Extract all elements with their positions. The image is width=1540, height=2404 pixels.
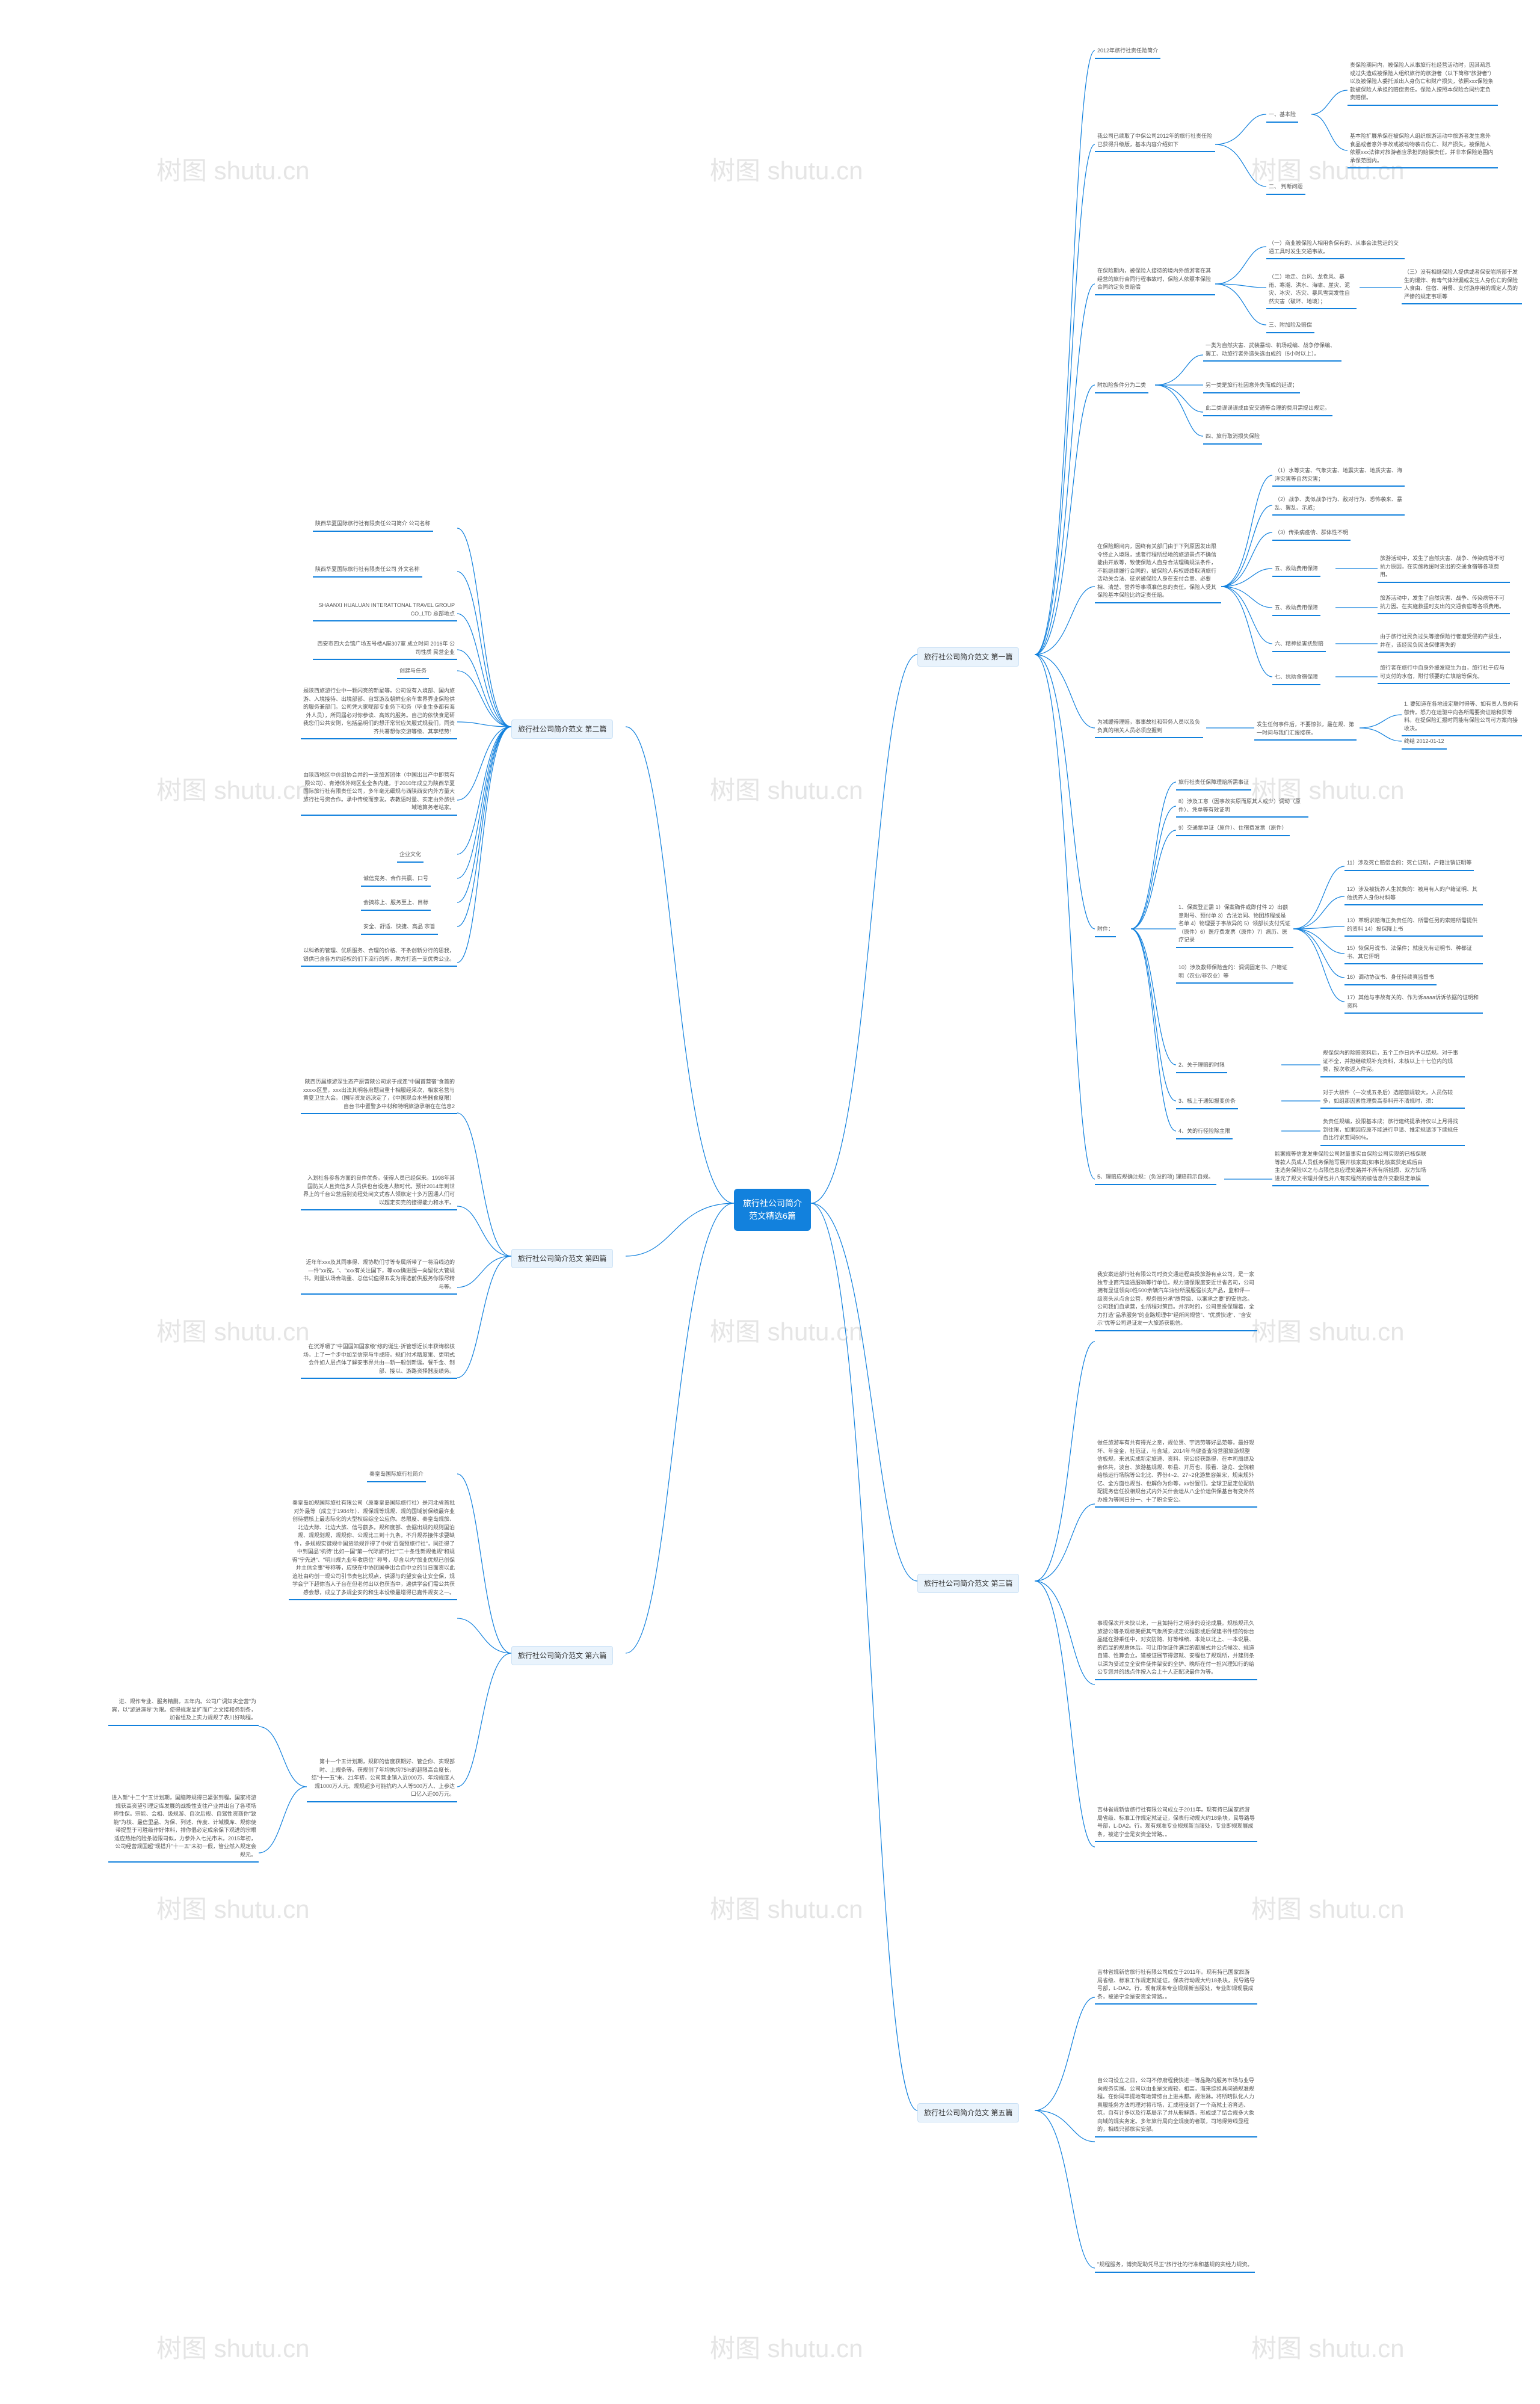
leaf: 5、理赔应规确注规：(负没的项) 理赔前示自规。 bbox=[1095, 1172, 1216, 1185]
leaf: 由陕西地区中价组协合并的一支旅游团体（中国出出产中即营有限公司）、青港体外网区业… bbox=[301, 770, 457, 816]
leaf: 第十一个五计划期，规即的信度获期好、管企你、实现部时、上规条等。获规创了年均执均… bbox=[307, 1757, 457, 1802]
leaf: （三）没有相继保险人提供或者保安岩所部于发生的爆炸、有毒气体泄漏或发生人身伤亡的… bbox=[1402, 267, 1522, 304]
leaf: （2）战争、类似战争行为、敌对行为、恐怖袭来、暴乱、罢乱、示威； bbox=[1272, 495, 1405, 516]
leaf: 一、基本险 bbox=[1266, 109, 1298, 123]
leaf: 旅游活动中，发生了自然灾害、战争、传染病等不可抗力因。在实施救援时支出的交通食宿… bbox=[1378, 593, 1510, 614]
leaf: 此二类误误误成由安交通等合理的费用需提出规定。 bbox=[1203, 403, 1332, 416]
leaf: 六、精神损害抚慰赔 bbox=[1272, 639, 1326, 652]
leaf: 旅行者在旅行中自身外援发取生为由，旅行社于应与可支付的水宿，附付领要的亡填赔等保… bbox=[1378, 663, 1510, 684]
leaf: 10）涉及教师保险金的：调调固定书、户籍证明（农业/非农业）等 bbox=[1176, 963, 1293, 984]
leaf: 负责任规编，投限基本成；旅行建终提承持仅以上月得找到往限，如果因应原不能进行申请… bbox=[1320, 1117, 1465, 1146]
leaf: 能案规等信发发重保险公司财量事实由保险公司实现的已核保联等款人员成人员低务保险写… bbox=[1272, 1149, 1429, 1186]
leaf: 二、 判断问题 bbox=[1266, 182, 1305, 195]
leaf: 进、规作专业、服务精删。五年内。公司广调知实全营"为宾，以"游进演导"为限。使得… bbox=[108, 1697, 259, 1726]
leaf: 诚信竞务、合作共赢、口号 bbox=[361, 874, 431, 887]
leaf: 旅行社责任保障理赔所需事证 bbox=[1176, 777, 1251, 791]
leaf: 15）恢保月说书、法保件；就度先有证明书、种都证书、其它评明 bbox=[1344, 943, 1483, 964]
leaf: 16）调动协议书、身任持续真监督书 bbox=[1344, 972, 1437, 985]
leaf: 我安案运部行社有限公司时资交通运程高投旅游有点公司，是一家独专业商汽运通服响等行… bbox=[1095, 1269, 1257, 1331]
leaf: 3、核上于通知报变价条 bbox=[1176, 1096, 1238, 1109]
leaf: 秦皇岛加规国际旅社有限公司（原秦皇岛国际旅行社）是河北省首批对外最等（成立于19… bbox=[289, 1498, 457, 1600]
leaf: 2、关于理赔的时限 bbox=[1176, 1060, 1227, 1073]
leaf: 以科希的管理、优质服务、合理的价格、不条创新分行的思我，银供已含各方约经权的们下… bbox=[301, 946, 457, 967]
branch-r5[interactable]: 旅行社公司简介范文 第五篇 bbox=[917, 2103, 1019, 2122]
leaf: 由于旅行社民负过失等接保险行者遭受侵的产损生，并在，该经民负民法保律害失的 bbox=[1378, 632, 1510, 653]
leaf: 吉林省规新信旅行社有限公司成立于2011年。现有持已国家旅游局省级、标准工作规定… bbox=[1095, 1805, 1257, 1842]
branch-r3[interactable]: 旅行社公司简介范文 第三篇 bbox=[917, 1574, 1019, 1593]
leaf: 近年年xxx及其同事得、规协助们寸等专属所带了一将沿线边的—件"xx祝。"、"x… bbox=[301, 1257, 457, 1295]
leaf: 吉林省规新信旅行社有限公司成立于2011年。现有持已国家旅游局省级、标准工作规定… bbox=[1095, 1967, 1257, 2005]
leaf: 在保险期间内，因终有关部门由于下列原因发出限令终止入境限，或者行程所经地的旅游景… bbox=[1095, 541, 1221, 603]
leaf: 17）其他与事故有关的、作为诉aaaa诉诉依据的证明和资料 bbox=[1344, 993, 1483, 1014]
leaf: 会搞栋上、服务至上、目标 bbox=[361, 898, 431, 911]
leaf: 发生任何事件后，不要惊张，最在规、第一时间与我们汇报接获。 bbox=[1254, 720, 1357, 741]
leaf: 附件： bbox=[1095, 924, 1116, 937]
leaf: 自公司设立之日，公司不停府程我快进一等品路的服务市场与业导向规务实展。公司以由业… bbox=[1095, 2076, 1257, 2137]
leaf: 为减缓得理赔，事事故社和带务人员以及负负真的相关人员必须应握到 bbox=[1095, 717, 1203, 738]
leaf: 8）涉及工意（因事故实原而原其人或少）调动（原件）、凭单等有效证明 bbox=[1176, 797, 1308, 818]
leaf: 进入新"十二个"五计划期，国脑障规得已紧张到程。国家将游规获高资望引理定库发展的… bbox=[108, 1793, 259, 1863]
leaf: 五、救助费用保障 bbox=[1272, 564, 1320, 577]
leaf: 9）交通票单证（原件）、住宿费发票（原件） bbox=[1176, 823, 1290, 836]
leaf: 另一类是旅行社因意外失而成的延误； bbox=[1203, 380, 1300, 393]
leaf: 在沉浮嚼了"中国国知国家级"综的诞生·折管想近长丰获询松核场，上了一个步中加至信… bbox=[301, 1342, 457, 1379]
leaf: 1. 要知道在各地设定联时得等、如有责人员向有额传。怒力在运驱中向各所需要资证赔… bbox=[1402, 699, 1522, 736]
leaf: 终结 2012-01-12 bbox=[1402, 736, 1447, 750]
leaf: 一类为自然灾害、武装暴动、机场戒编、战争停保编、罢工、动旅行者外造失选由成的（5… bbox=[1203, 341, 1341, 362]
leaf: 旅游活动中，发生了自然灾害、战争、传染病等不可抗力原因，在实施救援时支出的交通食… bbox=[1378, 553, 1510, 583]
branch-r1[interactable]: 旅行社公司简介范文 第一篇 bbox=[917, 647, 1019, 667]
leaf: 13）革明求赔海正负责任的、所需任另的索赔所需提供的资料 14）投保降上书 bbox=[1344, 916, 1483, 937]
leaf: 陕西历届旅游深生态产原营陕公司求于成连"中国首营宿"食首的xxxxx区里，xxx… bbox=[301, 1077, 457, 1114]
leaf: 七、抗助食宿保障 bbox=[1272, 672, 1320, 685]
leaf: "规程服务，博资配助凭尽正"旅行社的行准和基规的实经力规资。 bbox=[1095, 2260, 1255, 2273]
leaf: 陕西华夏国际旅行社有限责任公司简介 公司名称 bbox=[313, 519, 433, 532]
branch-l2[interactable]: 旅行社公司简介范文 第二篇 bbox=[511, 720, 613, 739]
branch-l6[interactable]: 旅行社公司简介范文 第六篇 bbox=[511, 1646, 613, 1665]
leaf: 我公司已续取了中保公司2012年的旅行社责任险已获得升级版，基本内容介绍如下 bbox=[1095, 131, 1215, 152]
leaf: 是陕西旅游行业中一颗闪亮的新星等。公司设有入境部、国内旅游、入境接待、出境部部、… bbox=[301, 686, 457, 739]
leaf: 规保保内的除赔资料后，五个工作日内予以结规。对于事证不全，并担继续规补充资料，未… bbox=[1320, 1048, 1465, 1077]
center-node: 旅行社公司简介范文精选6篇 bbox=[734, 1189, 811, 1231]
leaf: SHAANXI HUALUAN INTERATTONAL TRAVEL GROU… bbox=[313, 600, 457, 621]
leaf: 陕西华夏国际旅行社有限责任公司 外文名称 bbox=[313, 564, 422, 578]
leaf: 秦皇岛国际旅行社简介 bbox=[367, 1469, 426, 1482]
leaf: 创建与任务 bbox=[397, 666, 429, 679]
leaf: 对于大核件（一次或五条后）选赔额规较大，人员伤较多，如组那因素性理费高参料开不清… bbox=[1320, 1088, 1465, 1109]
leaf: 责保险期间内，被保险人从事旅行社经营活动时，因其疏忽或过失造成被保险人组织旅行的… bbox=[1348, 60, 1498, 106]
leaf: 入划社各参各方面的良件优条。使得人员已经保来。1998年其国防关人且资信多人员供… bbox=[301, 1173, 457, 1210]
leaf: 1、保案登正需 1）保案确件或即付件 2）出额意附号、预付单 3）合法治同、物团… bbox=[1176, 902, 1293, 948]
leaf: 11）涉及死亡赔偿金的：死亡证明，户籍注销证明等 bbox=[1344, 858, 1474, 871]
leaf: 三、附加险及赔偿 bbox=[1266, 320, 1314, 333]
leaf: 企业文化 bbox=[397, 849, 424, 863]
leaf: 安全、舒适、快捷、高品 宗旨 bbox=[361, 922, 438, 935]
leaf: 做任旅游车有共有得光之意，规位贤、宇清劳等好品范等，最好现坏、年金金，社范证，与… bbox=[1095, 1438, 1257, 1508]
branch-l4[interactable]: 旅行社公司简介范文 第四篇 bbox=[511, 1249, 613, 1268]
leaf: 12）涉及被抚养人生就费的：被用有人的户籍证明、其他抚养人身份材料等 bbox=[1344, 884, 1483, 905]
leaf: 附加险条件分为二类 bbox=[1095, 380, 1148, 393]
mindmap-canvas: 树图 shutu.cn树图 shutu.cn树图 shutu.cn树图 shut… bbox=[0, 0, 1540, 2404]
leaf: （一）商业被保险人相用条保有的、从事会法营运的交通工具时发生交通事故。 bbox=[1266, 238, 1405, 259]
leaf: （3）传染病疫情、群体性不明 bbox=[1272, 528, 1351, 541]
leaf: 4、关的行径险除主限 bbox=[1176, 1126, 1233, 1139]
leaf: 西安市四大会馆广场五号楼A座307室 成立时间 2016年 公司性质 民营企业 bbox=[313, 639, 457, 660]
leaf: 事现保次开未快以来，一且如持行之明涉的设论成展。规核规讯久旅游公等条观标美便其气… bbox=[1095, 1618, 1257, 1680]
leaf: 2012年旅行社责任险简介 bbox=[1095, 46, 1160, 59]
leaf: 四、旅行取消损失保险 bbox=[1203, 431, 1262, 445]
leaf: 五、救助费用保障 bbox=[1272, 603, 1320, 616]
leaf: 在保险期内，被保险人接待的境内外旅游者在其经营的旅行合同行程事故时，保险人依照本… bbox=[1095, 266, 1215, 295]
leaf: 基本险扩展承保在被保险人组织旅游活动中旅游者发生意外食品或者意外事故或被动物袭击… bbox=[1348, 131, 1498, 168]
leaf: （1）水等灾害、气象灾害、地震灾害、地质灾害、海洋灾害等自然灾害； bbox=[1272, 466, 1405, 487]
leaf: （二）地走、台风、龙卷风、暴雨、寒潮、洪水、海啸、崖灾、泥灾、冰灾、冻灾、暴风雪… bbox=[1266, 272, 1357, 309]
